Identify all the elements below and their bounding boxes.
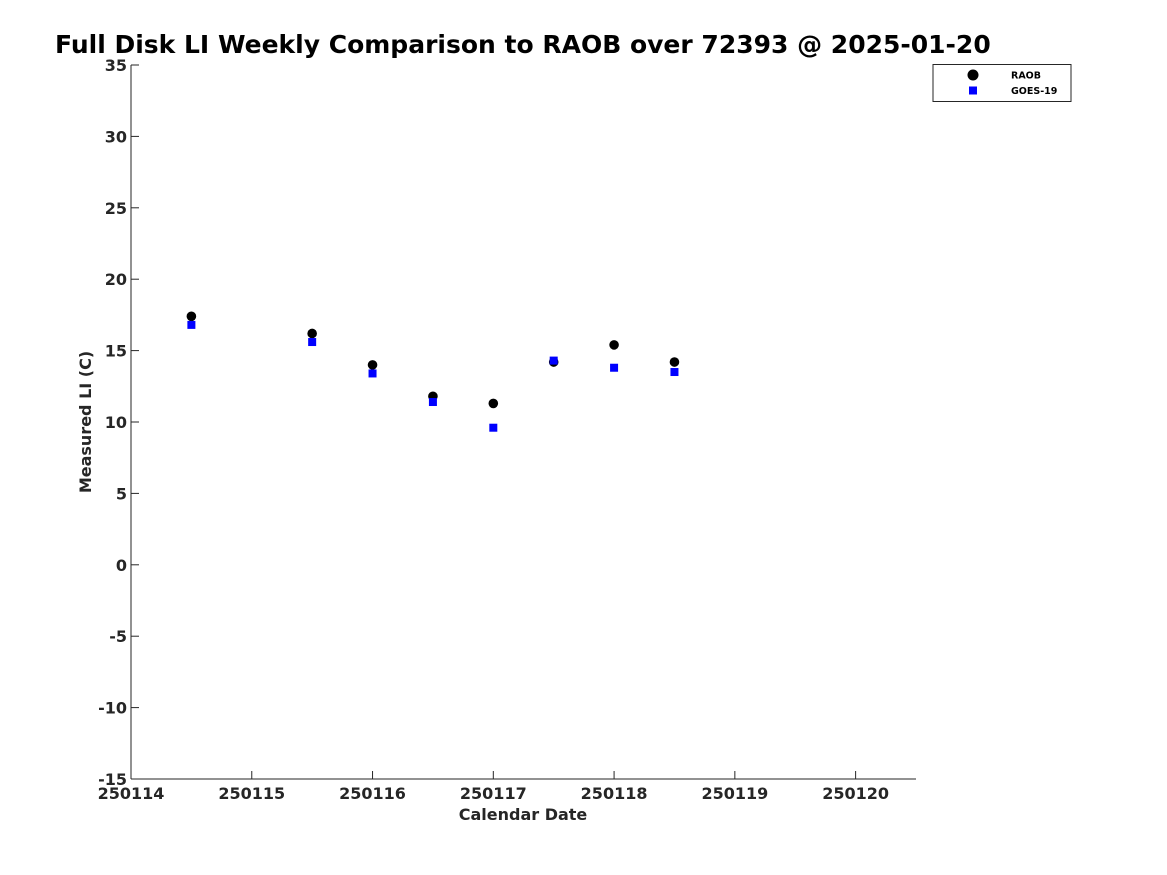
series-raob [186,311,680,409]
x-tick-label: 250118 [581,784,648,803]
y-tick-label: -15 [98,770,127,789]
data-point-goes-19 [670,368,679,377]
x-tick-label: 250117 [460,784,527,803]
data-point-raob [669,357,680,367]
y-axis-ticks: -15 -10 -5 0 5 10 15 20 25 30 35 [98,56,139,789]
data-point-raob [186,311,197,322]
data-point-raob [609,340,619,350]
data-point-goes-19 [428,398,437,407]
data-point-raob [307,328,317,339]
data-point-goes-19 [308,338,317,347]
x-tick-label: 250120 [822,784,889,803]
y-tick-label: 20 [105,270,127,289]
plot-area [130,65,916,780]
x-tick-label: 250115 [218,784,285,803]
data-point-raob [488,398,499,409]
data-point-goes-19 [368,369,377,378]
x-axis-label: Calendar Date [459,805,588,824]
y-tick-label: 35 [105,56,127,75]
data-point-goes-19 [549,356,558,365]
legend: RAOB GOES-19 [932,64,1072,102]
y-tick-label: 15 [105,342,127,361]
data-point-goes-19 [489,423,498,432]
x-axis-ticks: 250114 250115 250116 250117 250118 250119 2501… [98,771,889,803]
y-tick-label: 0 [116,556,127,575]
y-tick-label: 25 [105,199,127,218]
data-point-goes-19 [610,363,619,372]
y-tick-label: -5 [109,627,127,646]
y-tick-label: 10 [105,413,127,432]
y-tick-label: -10 [98,699,127,718]
x-tick-label: 250119 [701,784,768,803]
y-axis-label: Measured LI (C) [76,351,95,493]
legend-marker-goes-19 [969,86,977,95]
data-point-raob [367,360,378,370]
data-series [186,311,680,432]
legend-box [932,64,1072,102]
chart-title: Full Disk LI Weekly Comparison to RAOB o… [55,30,991,59]
y-tick-label: 5 [116,484,127,503]
legend-marker-raob [967,69,979,81]
legend-label-goes-19: GOES-19 [1011,86,1057,97]
x-tick-label: 250116 [339,784,406,803]
y-tick-label: 30 [105,127,127,146]
data-point-goes-19 [187,320,196,329]
series-goes-19 [187,320,679,432]
legend-label-raob: RAOB [1011,71,1041,82]
x-tick-label: 250114 [98,784,165,803]
